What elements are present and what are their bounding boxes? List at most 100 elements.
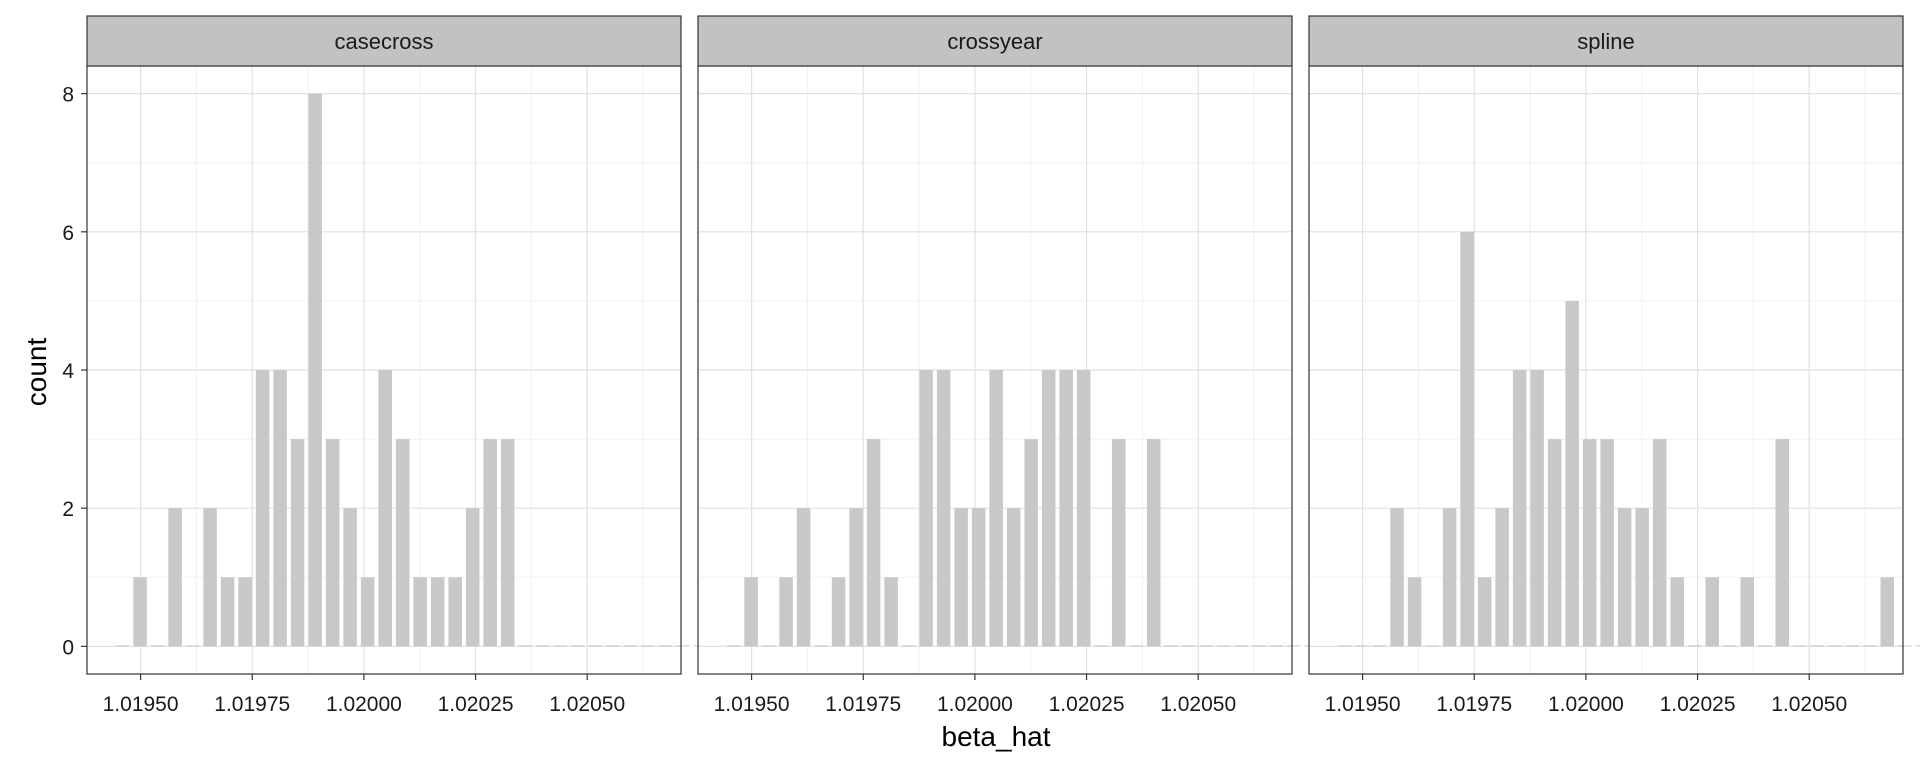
y-axis-title: count bbox=[21, 338, 52, 407]
histogram-bar bbox=[430, 577, 445, 647]
x-tick-label: 1.02025 bbox=[1660, 693, 1736, 716]
histogram-bar bbox=[1181, 645, 1196, 647]
facet-strip-label: casecross bbox=[334, 29, 433, 54]
histogram-bar bbox=[1687, 645, 1702, 647]
histogram-bar bbox=[1146, 439, 1161, 647]
x-tick-label: 1.01975 bbox=[1436, 693, 1512, 716]
histogram-bar bbox=[1740, 577, 1754, 647]
histogram-bar bbox=[588, 645, 603, 647]
x-tick-label: 1.02025 bbox=[438, 693, 514, 716]
histogram-bar bbox=[606, 645, 620, 647]
x-tick-label: 1.01975 bbox=[214, 693, 290, 716]
x-tick-label: 1.01975 bbox=[825, 693, 901, 716]
x-tick-label: 1.02050 bbox=[549, 693, 625, 716]
histogram-bar bbox=[1652, 439, 1667, 647]
histogram-bar bbox=[448, 577, 462, 647]
histogram-bar bbox=[1565, 300, 1579, 647]
histogram-bar bbox=[1600, 439, 1614, 647]
histogram-bar bbox=[1164, 645, 1178, 647]
histogram-bar bbox=[989, 370, 1003, 647]
histogram-bar bbox=[901, 645, 916, 647]
histogram-bar bbox=[500, 439, 515, 647]
histogram-bar bbox=[168, 508, 182, 647]
histogram-bar bbox=[866, 439, 881, 647]
facet-strip bbox=[697, 15, 1293, 67]
histogram-bar bbox=[133, 577, 147, 647]
histogram-bar bbox=[1252, 645, 1266, 647]
facet-strip-label: spline bbox=[1577, 29, 1634, 54]
histogram-bar bbox=[1337, 645, 1352, 647]
histogram-bar bbox=[1757, 645, 1772, 647]
histogram-bar bbox=[1705, 577, 1719, 647]
histogram-bar bbox=[395, 439, 410, 647]
histogram-bar bbox=[1076, 370, 1091, 647]
histogram-bar bbox=[1217, 645, 1231, 647]
histogram-bar bbox=[1442, 508, 1457, 647]
histogram-bar bbox=[1460, 231, 1474, 647]
histogram-bar bbox=[641, 645, 655, 647]
x-tick-label: 1.02000 bbox=[937, 693, 1013, 716]
histogram-bar bbox=[1635, 508, 1649, 647]
histogram-bar bbox=[1390, 508, 1404, 647]
histogram-bar bbox=[535, 645, 550, 647]
histogram-bar bbox=[1898, 645, 1912, 647]
histogram-bar bbox=[849, 508, 863, 647]
histogram-bar bbox=[1059, 370, 1073, 647]
histogram-bar bbox=[676, 645, 690, 647]
histogram-bar bbox=[378, 370, 392, 647]
histogram-bar bbox=[1845, 645, 1860, 647]
histogram-bar bbox=[1407, 577, 1422, 647]
histogram-bar bbox=[273, 370, 287, 647]
histogram-bar bbox=[1287, 645, 1301, 647]
histogram-bar bbox=[553, 645, 567, 647]
histogram-bar bbox=[1477, 577, 1492, 647]
histogram-bar bbox=[779, 577, 793, 647]
histogram-bar bbox=[1915, 645, 1920, 647]
x-tick-label: 1.01950 bbox=[1325, 693, 1401, 716]
x-tick-label: 1.01950 bbox=[714, 693, 790, 716]
histogram-bar bbox=[1617, 508, 1632, 647]
histogram-bar bbox=[1041, 370, 1056, 647]
histogram-bar bbox=[1425, 645, 1439, 647]
histogram-bar bbox=[1880, 577, 1895, 647]
histogram-bar bbox=[726, 645, 741, 647]
histogram-bar bbox=[483, 439, 497, 647]
histogram-bar bbox=[744, 577, 758, 647]
histogram-bar bbox=[954, 508, 968, 647]
histogram-bar bbox=[884, 577, 898, 647]
y-tick-label: 2 bbox=[62, 498, 74, 521]
histogram-bar bbox=[658, 645, 673, 647]
y-tick-label: 8 bbox=[62, 84, 74, 107]
histogram-bar bbox=[518, 645, 532, 647]
x-tick-label: 1.02000 bbox=[1548, 693, 1624, 716]
histogram-bar bbox=[1582, 439, 1597, 647]
x-tick-label: 1.02025 bbox=[1049, 693, 1125, 716]
histogram-bar bbox=[1094, 645, 1108, 647]
histogram-bar bbox=[1234, 645, 1249, 647]
histogram-bar bbox=[1670, 577, 1684, 647]
y-tick-label: 0 bbox=[62, 636, 74, 659]
panel-spline: spline 1.01950 1.01975 1.02000 1.02025 1.0205… bbox=[1308, 15, 1920, 716]
x-tick-label: 1.02050 bbox=[1771, 693, 1847, 716]
y-tick-label: 6 bbox=[62, 222, 74, 245]
facet-strip bbox=[86, 15, 682, 67]
histogram-bar bbox=[465, 508, 480, 647]
x-tick-label: 1.02050 bbox=[1160, 693, 1236, 716]
x-tick-label: 1.02000 bbox=[326, 693, 402, 716]
histogram-bar bbox=[150, 645, 165, 647]
histogram-bar bbox=[971, 508, 986, 647]
histogram-bar bbox=[570, 645, 585, 647]
histogram-bar bbox=[115, 645, 130, 647]
histogram-bar bbox=[308, 93, 322, 647]
histogram-bar bbox=[761, 645, 776, 647]
histogram-bar bbox=[220, 577, 235, 647]
histogram-bar bbox=[325, 439, 340, 647]
panel-crossyear: crossyear 1.01950 1.01975 1.02000 1.02025 1.0… bbox=[697, 15, 1319, 716]
histogram-bar bbox=[1355, 645, 1369, 647]
histogram-bar bbox=[1111, 439, 1126, 647]
histogram-bar bbox=[1863, 645, 1877, 647]
histogram-bar bbox=[623, 645, 638, 647]
histogram-bar bbox=[1372, 645, 1387, 647]
histogram-bar bbox=[1199, 645, 1214, 647]
